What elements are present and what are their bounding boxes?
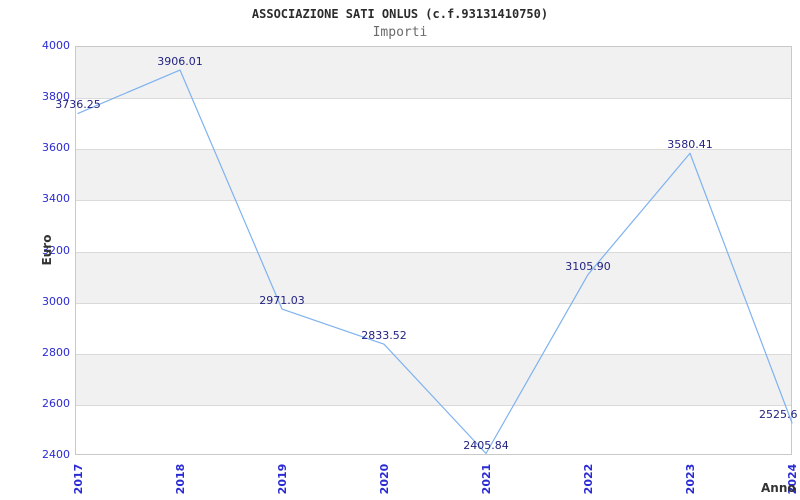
x-tick-label: 2023 [683,463,697,495]
plot-band [76,149,791,201]
y-tick-label: 3400 [42,192,70,206]
y-tick-label: 3200 [42,243,70,257]
plot-area [75,46,792,455]
x-tick-label: 2017 [71,463,85,495]
data-point-label: 3105.90 [565,259,611,273]
y-tick-label: 2600 [42,396,70,410]
gridline [76,302,791,304]
data-point-label: 2525.6 [759,407,798,421]
y-tick-label: 3800 [42,90,70,104]
plot-band [76,200,791,252]
y-tick-label: 2800 [42,345,70,359]
data-point-label: 3580.41 [667,138,713,152]
chart-subtitle: Importi [372,25,428,40]
gridline [76,251,791,253]
x-tick-label: 2022 [581,463,595,495]
plot-band [76,251,791,303]
x-tick-label: 2021 [479,463,493,495]
x-tick-label: 2018 [173,463,187,495]
y-tick-label: 3600 [42,141,70,155]
y-axis-title: Euro [40,234,54,266]
plot-band [76,353,791,405]
data-point-label: 3736.25 [55,98,101,112]
y-tick-label: 4000 [42,39,70,52]
gridline [76,404,791,406]
plot-band [76,302,791,354]
gridline [76,353,791,355]
gridline [76,98,791,100]
chart-title: ASSOCIAZIONE SATI ONLUS (c.f.93131410750… [251,7,549,21]
x-axis-title: Anno [761,481,796,495]
plot-band [76,404,791,454]
x-tick-label: 2019 [275,463,289,495]
data-point-label: 2833.52 [361,329,407,343]
data-point-label: 2971.03 [259,294,305,308]
y-tick-label: 2400 [42,448,70,461]
gridline [76,200,791,202]
data-point-label: 3906.01 [157,55,203,69]
y-tick-label: 3000 [42,294,70,308]
x-tick-label: 2020 [377,463,391,495]
data-point-label: 2405.84 [463,438,509,452]
